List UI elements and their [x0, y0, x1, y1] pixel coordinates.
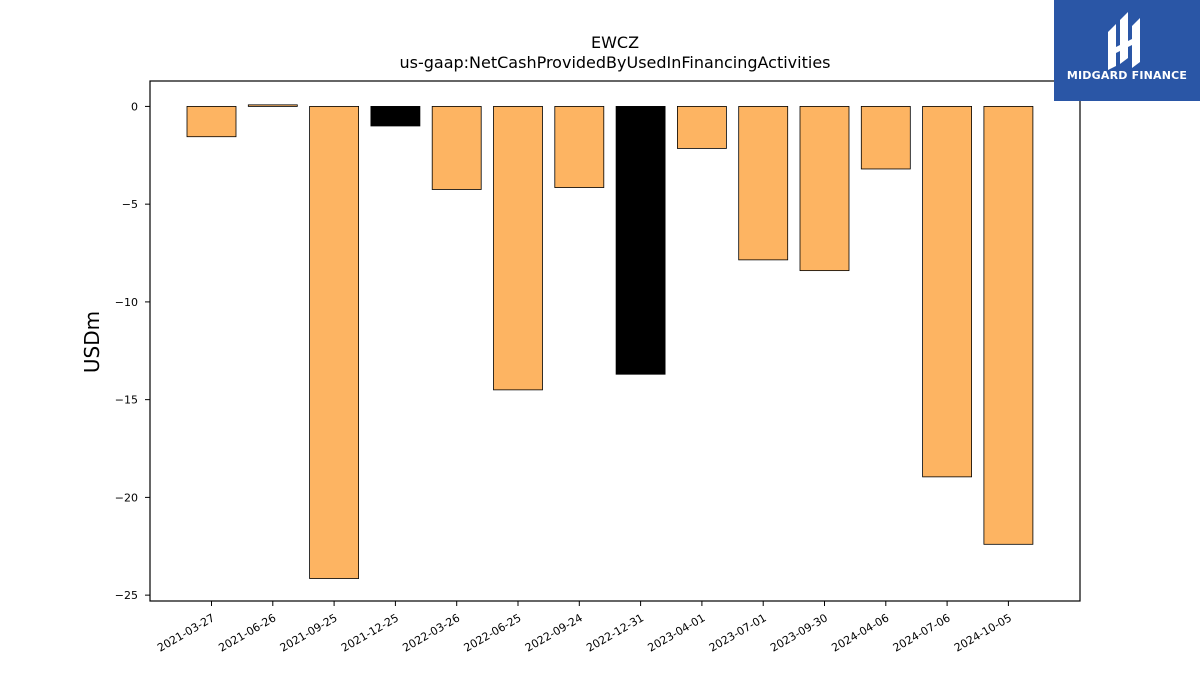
bars	[186, 104, 1034, 579]
x-tick-label: 2022-09-24	[523, 611, 585, 654]
bar-2021-03-27	[186, 106, 237, 138]
bar-2024-04-06	[860, 106, 911, 170]
bar-2023-07-01	[738, 106, 789, 261]
bar-2022-12-31	[615, 106, 666, 375]
y-tick-label: −20	[115, 491, 138, 504]
brand-name: MIDGARD FINANCE	[1066, 69, 1188, 82]
x-tick-label: 2024-04-06	[829, 611, 891, 654]
x-axis-ticks: 2021-03-27 2021-06-26 2021-09-25 2021-12-25…	[155, 601, 1014, 655]
x-tick-label: 2023-07-01	[707, 611, 769, 654]
y-axis-label: USDm	[80, 311, 104, 373]
x-tick-label: 2023-09-30	[768, 611, 830, 654]
midgard-finance-logo: MIDGARD FINANCE	[1054, 0, 1200, 101]
bar-2021-12-25	[370, 106, 421, 127]
x-tick-label: 2021-03-27	[155, 611, 217, 654]
bar-2024-10-05	[983, 106, 1034, 545]
x-tick-label: 2022-06-25	[462, 611, 524, 654]
bar-2021-09-25	[309, 106, 360, 579]
bar-2021-06-26	[247, 104, 298, 107]
x-tick-label: 2021-12-25	[339, 611, 401, 654]
y-tick-label: −10	[115, 296, 138, 309]
bar-2022-06-25	[493, 106, 543, 391]
bar-2023-04-01	[677, 106, 727, 149]
chart-title: EWCZ	[591, 33, 639, 52]
y-axis-ticks: 0 −5 −10 −15 −20 −25	[115, 100, 150, 602]
y-tick-label: 0	[131, 100, 138, 113]
bar-2023-09-30	[799, 106, 850, 272]
bar-2022-09-24	[554, 106, 605, 188]
bar-2024-07-06	[922, 106, 972, 478]
x-tick-label: 2024-07-06	[891, 611, 953, 654]
x-tick-label: 2024-10-05	[952, 611, 1014, 654]
midgard-logo-icon	[1108, 12, 1140, 70]
plot-frame	[149, 80, 1081, 602]
x-tick-label: 2021-09-25	[278, 611, 340, 654]
y-tick-label: −25	[115, 589, 138, 602]
x-tick-label: 2021-06-26	[216, 611, 278, 654]
y-tick-label: −15	[115, 394, 138, 407]
x-tick-label: 2022-12-31	[584, 611, 646, 654]
chart-subtitle: us-gaap:NetCashProvidedByUsedInFinancing…	[399, 53, 830, 72]
x-tick-label: 2022-03-26	[400, 611, 462, 654]
x-tick-label: 2023-04-01	[646, 611, 708, 654]
bar-2022-03-26	[431, 106, 482, 190]
y-tick-label: −5	[122, 198, 138, 211]
